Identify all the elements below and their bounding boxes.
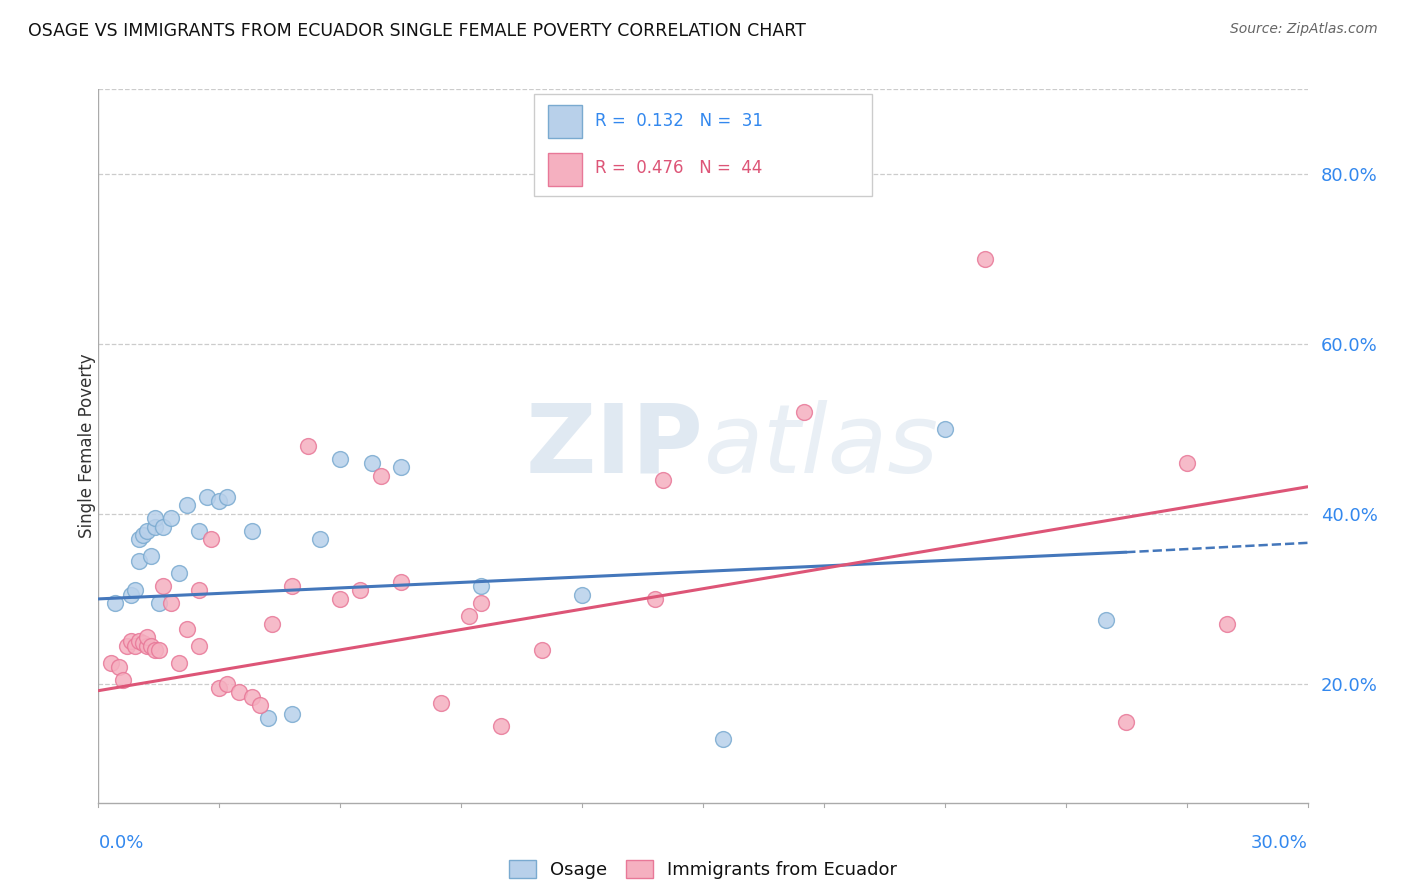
Point xyxy=(281,706,304,721)
Point xyxy=(329,591,352,606)
Point xyxy=(329,451,352,466)
Point xyxy=(115,639,138,653)
Point xyxy=(370,468,392,483)
Point xyxy=(389,460,412,475)
Y-axis label: Single Female Poverty: Single Female Poverty xyxy=(79,354,96,538)
Point xyxy=(256,711,278,725)
Point xyxy=(389,574,412,589)
Point xyxy=(128,533,150,547)
Point xyxy=(152,579,174,593)
Text: R =  0.476   N =  44: R = 0.476 N = 44 xyxy=(595,159,762,177)
FancyBboxPatch shape xyxy=(548,105,582,137)
Point xyxy=(711,732,734,747)
Text: ZIP: ZIP xyxy=(524,400,703,492)
Text: atlas: atlas xyxy=(703,400,938,492)
Point xyxy=(152,519,174,533)
Point xyxy=(132,528,155,542)
Point xyxy=(793,405,815,419)
Point xyxy=(148,596,170,610)
Point xyxy=(491,719,513,733)
Point xyxy=(100,656,122,670)
Point xyxy=(458,608,481,623)
FancyBboxPatch shape xyxy=(548,153,582,186)
Point xyxy=(208,494,231,508)
Point xyxy=(160,596,183,610)
Point xyxy=(167,566,190,581)
Point xyxy=(139,549,162,564)
Point xyxy=(200,533,222,547)
Point xyxy=(120,588,142,602)
Point xyxy=(1216,617,1239,632)
Point xyxy=(103,596,125,610)
Point xyxy=(135,630,157,644)
Legend: Osage, Immigrants from Ecuador: Osage, Immigrants from Ecuador xyxy=(502,853,904,887)
Point xyxy=(361,456,384,470)
Point xyxy=(111,673,134,687)
Point xyxy=(160,511,183,525)
Point xyxy=(188,583,211,598)
Point xyxy=(260,617,283,632)
Point xyxy=(249,698,271,712)
Point xyxy=(124,639,146,653)
Point xyxy=(143,519,166,533)
Text: Source: ZipAtlas.com: Source: ZipAtlas.com xyxy=(1230,22,1378,37)
Point xyxy=(128,634,150,648)
Point xyxy=(934,422,956,436)
Text: 0.0%: 0.0% xyxy=(98,834,143,852)
Point xyxy=(470,579,492,593)
Point xyxy=(530,643,553,657)
Point xyxy=(309,533,332,547)
Point xyxy=(644,591,666,606)
Point xyxy=(135,639,157,653)
Point xyxy=(143,511,166,525)
Point xyxy=(217,677,239,691)
Point xyxy=(143,643,166,657)
Point xyxy=(167,656,190,670)
Point xyxy=(188,524,211,538)
Point xyxy=(176,622,198,636)
Point xyxy=(217,490,239,504)
Point xyxy=(240,690,263,704)
Text: OSAGE VS IMMIGRANTS FROM ECUADOR SINGLE FEMALE POVERTY CORRELATION CHART: OSAGE VS IMMIGRANTS FROM ECUADOR SINGLE … xyxy=(28,22,806,40)
Point xyxy=(228,685,250,699)
Point xyxy=(107,660,129,674)
Point xyxy=(974,252,997,266)
Point xyxy=(128,554,150,568)
Point xyxy=(135,524,157,538)
Point xyxy=(349,583,371,598)
Point xyxy=(1095,613,1118,627)
FancyBboxPatch shape xyxy=(534,94,872,196)
Point xyxy=(132,636,155,650)
Point xyxy=(139,639,162,653)
Point xyxy=(124,583,146,598)
Point xyxy=(195,490,218,504)
Text: 30.0%: 30.0% xyxy=(1251,834,1308,852)
Point xyxy=(297,439,319,453)
Point xyxy=(148,643,170,657)
Point xyxy=(240,524,263,538)
Point xyxy=(430,696,453,710)
Point xyxy=(188,639,211,653)
Point xyxy=(120,634,142,648)
Point xyxy=(281,579,304,593)
Point xyxy=(651,473,673,487)
Point xyxy=(1175,456,1198,470)
Text: R =  0.132   N =  31: R = 0.132 N = 31 xyxy=(595,112,763,130)
Point xyxy=(176,499,198,513)
Point xyxy=(1115,715,1137,730)
Point xyxy=(470,596,492,610)
Point xyxy=(208,681,231,695)
Point xyxy=(571,588,593,602)
